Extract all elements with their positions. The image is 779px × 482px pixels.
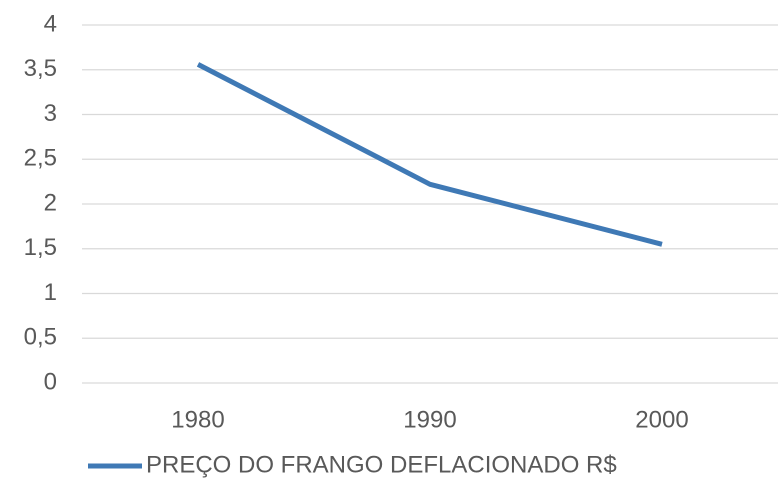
y-tick-label: 4 xyxy=(44,10,57,37)
x-tick-label: 2000 xyxy=(635,406,688,433)
y-tick-label: 2,5 xyxy=(24,145,57,172)
y-tick-label: 2 xyxy=(44,189,57,216)
data-line xyxy=(196,62,663,247)
y-tick-label: 3,5 xyxy=(24,55,57,82)
y-tick-label: 1,5 xyxy=(24,234,57,261)
y-tick-label: 3 xyxy=(44,100,57,127)
x-tick-label: 1990 xyxy=(403,406,456,433)
y-tick-label: 1 xyxy=(44,279,57,306)
y-tick-label: 0,5 xyxy=(24,324,57,351)
y-tick-label: 0 xyxy=(44,368,57,395)
x-tick-label: 1980 xyxy=(171,406,224,433)
legend-label: PREÇO DO FRANGO DEFLACIONADO R$ xyxy=(146,451,617,478)
